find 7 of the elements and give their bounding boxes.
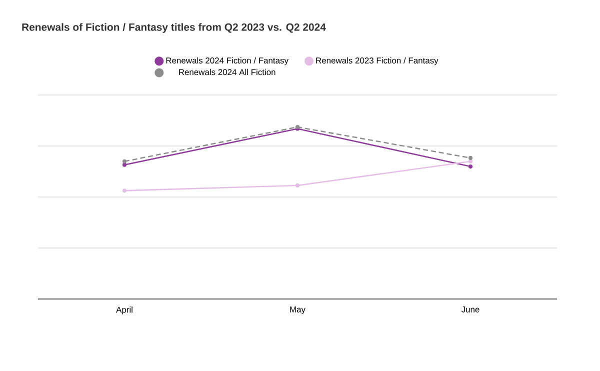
x-tick-label: June <box>461 306 480 312</box>
chart-title: Renewals of Fiction / Fantasy titles from Q2 2023 vs. Q2 2024 <box>22 23 326 33</box>
x-tick-label: May <box>290 306 306 314</box>
legend-label: Renewals 2024 All Fiction <box>179 68 276 76</box>
legend-label: Renewals 2023 Fiction / Fantasy <box>316 57 438 66</box>
legend-label: Renewals 2024 Fiction / Fantasy <box>166 57 288 66</box>
x-tick-label: April <box>116 306 132 314</box>
